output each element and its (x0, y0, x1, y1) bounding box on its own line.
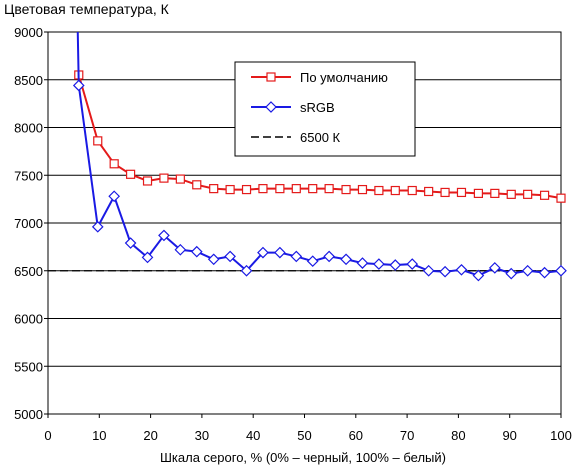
legend-marker-srgb (265, 101, 277, 113)
legend-marker-default (266, 72, 276, 82)
data-point-srgb (274, 246, 286, 259)
data-point-default (142, 176, 153, 186)
y-axis-ticks: 5000 5500 6000 6500 7000 7500 8000 8500 9000 (14, 25, 48, 422)
x-axis-ticks: 0 10 20 30 40 50 60 70 80 90 100 (44, 414, 572, 443)
data-point-default (407, 185, 417, 196)
data-point-srgb (340, 253, 352, 266)
data-point-srgb (389, 259, 402, 271)
data-point-srgb (240, 264, 253, 277)
x-axis-label: Шкала серого, % (0% – черный, 100% – бел… (160, 450, 446, 465)
data-point-srgb (488, 262, 501, 274)
data-point-default (374, 185, 384, 196)
data-point-default (291, 184, 301, 194)
data-point-srgb (406, 258, 419, 270)
data-point-default (456, 187, 467, 198)
data-point-default (324, 184, 334, 194)
data-point-default (109, 159, 119, 169)
data-point-default (192, 180, 202, 190)
x-tick-label-60: 60 (349, 428, 363, 443)
data-point-default (440, 187, 450, 198)
y-tick-label-8500: 8500 (14, 73, 43, 88)
x-tick-label-40: 40 (246, 428, 260, 443)
data-point-srgb (323, 250, 335, 263)
data-point-srgb (207, 253, 220, 266)
data-point-default (258, 184, 268, 194)
y-tick-label-5500: 5500 (14, 359, 43, 374)
data-point-default (241, 184, 252, 195)
data-point-default (341, 184, 351, 195)
data-point-srgb (439, 265, 451, 278)
x-tick-label-90: 90 (502, 428, 516, 443)
data-point-default (275, 184, 285, 194)
data-point-srgb (555, 264, 567, 277)
data-point-default (357, 184, 368, 195)
data-point-srgb (224, 250, 236, 263)
data-point-default (490, 188, 500, 198)
data-point-default (209, 184, 219, 194)
x-tick-label-0: 0 (44, 428, 51, 443)
data-point-srgb (505, 267, 518, 280)
data-point-srgb (124, 237, 137, 249)
data-point-srgb (141, 251, 154, 264)
data-point-default (159, 173, 169, 183)
y-tick-label-6500: 6500 (14, 264, 43, 279)
y-tick-label-5000: 5000 (14, 407, 43, 422)
data-point-srgb (257, 246, 269, 259)
legend-label-srgb: sRGB (300, 100, 335, 115)
chart-title: Цветовая температура, К (4, 1, 170, 17)
x-tick-label-100: 100 (550, 428, 572, 443)
data-point-srgb (455, 263, 468, 276)
data-point-default (506, 189, 516, 199)
data-point-srgb (538, 266, 551, 279)
data-point-srgb (158, 229, 170, 242)
data-point-srgb (373, 258, 385, 270)
data-point-srgb (190, 245, 203, 258)
data-point-default (308, 184, 318, 194)
data-point-srgb (356, 257, 369, 269)
data-point-default (424, 186, 434, 197)
data-point-default (523, 189, 533, 199)
data-point-srgb (422, 264, 435, 277)
x-tick-label-50: 50 (297, 428, 311, 443)
series-layer (48, 31, 567, 282)
data-point-srgb (108, 190, 121, 203)
legend: По умолчанию sRGB 6500 К (234, 61, 416, 157)
x-tick-label-20: 20 (143, 428, 157, 443)
data-point-srgb (306, 255, 319, 268)
x-tick-label-10: 10 (92, 428, 106, 443)
data-point-srgb (521, 264, 534, 277)
y-tick-label-9000: 9000 (14, 25, 43, 40)
data-point-default (556, 193, 566, 203)
data-point-default (539, 190, 550, 200)
legend-label-default: По умолчанию (300, 70, 388, 85)
data-point-default (175, 174, 185, 184)
x-tick-label-30: 30 (195, 428, 209, 443)
data-point-default (93, 136, 103, 146)
data-point-srgb (472, 269, 485, 282)
data-point-default (473, 188, 484, 198)
legend-label-reference-6500: 6500 К (300, 130, 341, 145)
data-point-srgb (174, 243, 187, 256)
data-point-srgb (290, 250, 303, 263)
data-point-srgb (72, 79, 85, 92)
y-tick-label-8000: 8000 (14, 121, 43, 136)
y-tick-label-6000: 6000 (14, 312, 43, 327)
x-tick-label-70: 70 (400, 428, 414, 443)
data-point-default (225, 184, 235, 195)
x-tick-label-80: 80 (451, 428, 465, 443)
data-point-srgb (91, 220, 104, 233)
y-tick-label-7500: 7500 (14, 168, 43, 183)
data-point-default (390, 185, 400, 196)
y-tick-label-7000: 7000 (14, 216, 43, 231)
data-point-default (125, 169, 136, 179)
